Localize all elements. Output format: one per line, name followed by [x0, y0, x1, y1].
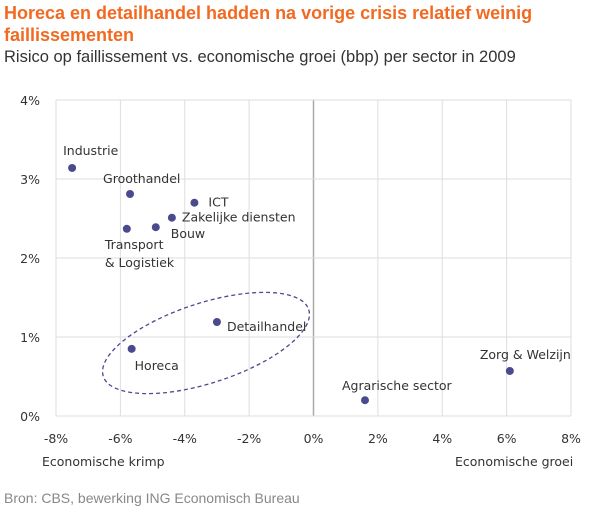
data-label: Detailhandel [227, 319, 306, 334]
x-tick-label: -4% [173, 431, 197, 446]
y-tick-label: 2% [20, 251, 40, 266]
x-tick-label: 8% [561, 431, 581, 446]
data-point [127, 344, 136, 353]
data-point [212, 317, 221, 326]
data-label: ICT [208, 195, 228, 210]
data-label: Horeca [135, 358, 179, 373]
data-point [122, 224, 131, 233]
data-label-line: & Logistiek [105, 255, 175, 270]
data-label: Agrarische sector [342, 378, 452, 393]
source-note: Bron: CBS, bewerking ING Economisch Bure… [4, 490, 300, 506]
xlabel-left: Economische krimp [42, 454, 165, 469]
x-tick-label: -2% [237, 431, 261, 446]
data-point [167, 213, 176, 222]
data-point [361, 396, 369, 405]
x-tick-label: -8% [44, 431, 68, 446]
data-label: Groothandel [103, 171, 180, 186]
y-tick-label: 4% [20, 93, 40, 108]
x-tick-label: 4% [432, 431, 452, 446]
data-label: Transport & Logistiek [104, 237, 175, 270]
x-tick-label: 6% [497, 431, 517, 446]
chart-subtitle: Risico op faillissement vs. economische … [4, 48, 516, 66]
data-point [126, 190, 135, 199]
chart-title: Horeca en detailhandel hadden na vorige … [4, 3, 533, 45]
data-label-line: Transport [104, 237, 164, 252]
data-point [151, 223, 160, 232]
data-point [68, 163, 77, 172]
x-tick-label: -6% [108, 431, 132, 446]
data-label: Zorg & Welzijn [480, 347, 571, 362]
y-tick-label: 3% [20, 172, 40, 187]
data-point [190, 198, 199, 207]
x-tick-label: 0% [304, 431, 324, 446]
y-tick-label: 0% [20, 409, 40, 424]
data-label: Industrie [63, 143, 118, 158]
data-point [505, 366, 514, 375]
data-label: Zakelijke diensten [182, 210, 296, 225]
xlabel-right: Economische groei [455, 454, 573, 469]
y-tick-label: 1% [20, 330, 40, 345]
x-tick-label: 2% [368, 431, 388, 446]
highlight-ellipse [101, 291, 311, 395]
data-label: Bouw [171, 226, 205, 241]
